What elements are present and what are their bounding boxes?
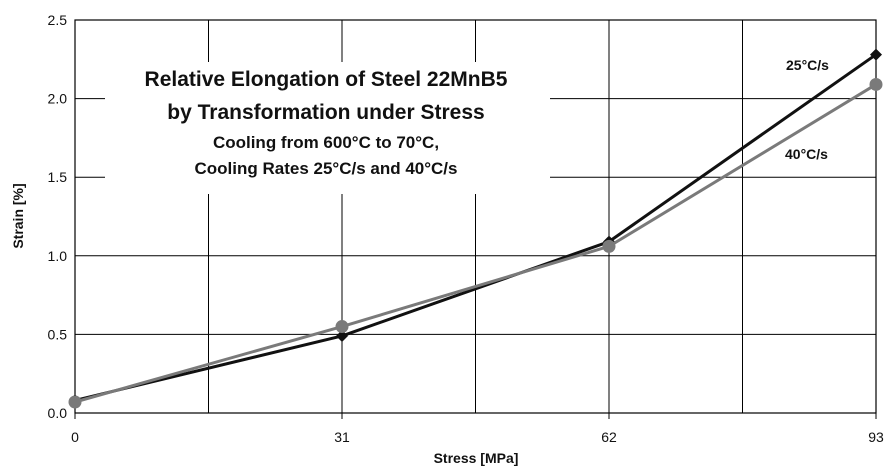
- x-tick-label: 93: [868, 429, 884, 445]
- y-tick-label: 0.0: [48, 405, 68, 421]
- y-tick-label: 2.0: [48, 91, 68, 107]
- chart-title: Relative Elongation of Steel 22MnB5: [145, 68, 508, 91]
- series-label-40: 40°C/s: [785, 146, 828, 162]
- x-tick-label: 31: [334, 429, 350, 445]
- y-tick-label: 1.0: [48, 248, 68, 264]
- x-tick-label: 0: [71, 429, 79, 445]
- chart-subtitle-line1: Cooling from 600°C to 70°C,: [213, 133, 439, 152]
- data-point-circle: [870, 78, 883, 91]
- y-tick-label: 0.5: [48, 326, 68, 342]
- y-tick-label: 2.5: [48, 12, 68, 28]
- chart-subtitle-line2: Cooling Rates 25°C/s and 40°C/s: [194, 159, 457, 178]
- y-axis-title: Strain [%]: [10, 183, 26, 248]
- y-tick-label: 1.5: [48, 169, 68, 185]
- title-block: Relative Elongation of Steel 22MnB5 by T…: [105, 62, 550, 194]
- x-tick-label: 62: [601, 429, 617, 445]
- series-label-25: 25°C/s: [786, 57, 829, 73]
- x-axis-title: Stress [MPa]: [434, 450, 519, 466]
- chart-title-line2: by Transformation under Stress: [167, 101, 484, 124]
- data-point-circle: [603, 240, 616, 253]
- data-point-circle: [69, 395, 82, 408]
- data-point-circle: [336, 320, 349, 333]
